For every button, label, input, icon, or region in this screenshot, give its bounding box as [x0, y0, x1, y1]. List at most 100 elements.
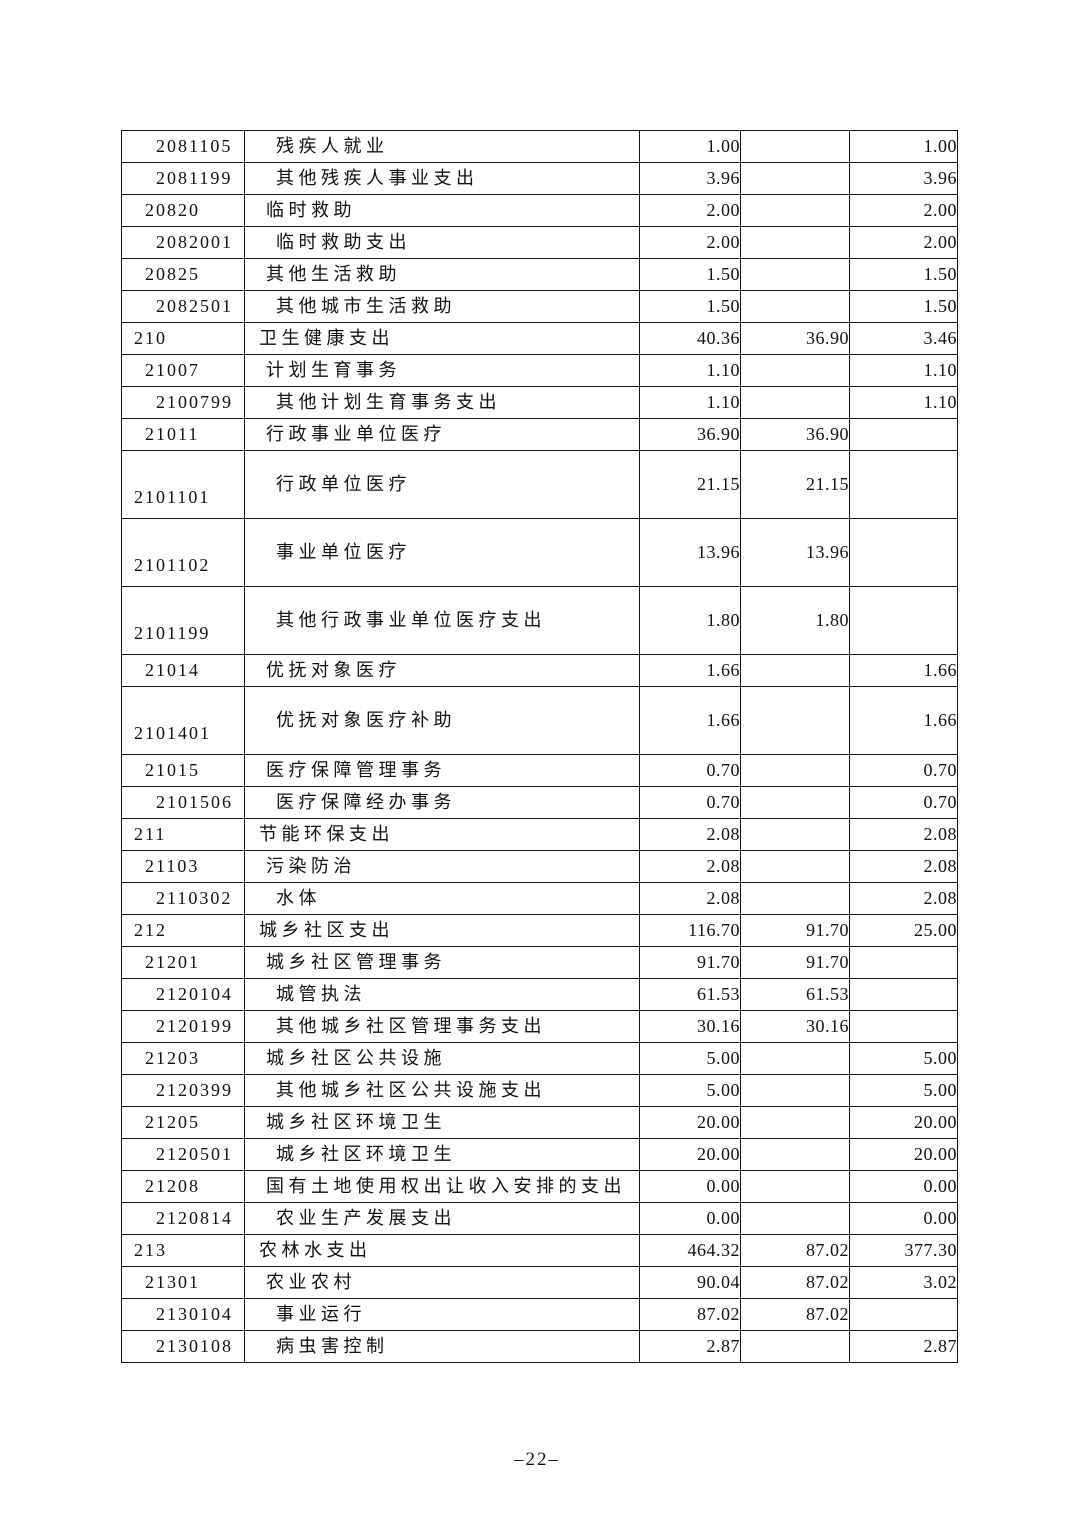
value-cell-3: 1.10 — [849, 386, 958, 419]
value-cell-3: 377.30 — [849, 1234, 958, 1267]
table-row: 21208 国有土地使用权出让收入安排的支出 0.00 0.00 — [121, 1170, 958, 1203]
value-cell-1: 0.70 — [639, 786, 741, 819]
table-row: 2101102 事业单位医疗 13.96 13.96 — [121, 518, 958, 587]
code-cell: 21203 — [121, 1042, 245, 1075]
value-cell-3: 20.00 — [849, 1106, 958, 1139]
value-cell-1: 1.10 — [639, 354, 741, 387]
code-cell: 20820 — [121, 194, 245, 227]
value-cell-3: 1.00 — [849, 130, 958, 163]
code-cell: 210 — [121, 322, 245, 355]
code-cell: 2101101 — [121, 450, 245, 519]
value-cell-3: 1.10 — [849, 354, 958, 387]
value-cell-1: 1.50 — [639, 258, 741, 291]
code-cell: 2120501 — [121, 1138, 245, 1171]
value-cell-1: 61.53 — [639, 978, 741, 1011]
value-cell-1: 1.00 — [639, 130, 741, 163]
page-number: –22– — [514, 1449, 560, 1470]
value-cell-1: 20.00 — [639, 1138, 741, 1171]
code-cell: 2101102 — [121, 518, 245, 587]
code-cell: 2082501 — [121, 290, 245, 323]
table-row: 2081199 其他残疾人事业支出 3.96 3.96 — [121, 162, 958, 195]
table-row: 210 卫生健康支出 40.36 36.90 3.46 — [121, 322, 958, 355]
value-cell-2 — [740, 818, 850, 851]
name-cell: 事业运行 — [244, 1298, 640, 1331]
value-cell-2 — [740, 258, 850, 291]
value-cell-3: 2.08 — [849, 850, 958, 883]
name-cell: 其他城乡社区公共设施支出 — [244, 1074, 640, 1107]
table-row: 21007 计划生育事务 1.10 1.10 — [121, 354, 958, 387]
value-cell-3 — [849, 586, 958, 655]
name-cell: 残疾人就业 — [244, 130, 640, 163]
value-cell-1: 30.16 — [639, 1010, 741, 1043]
value-cell-3 — [849, 978, 958, 1011]
value-cell-2 — [740, 386, 850, 419]
code-cell: 21208 — [121, 1170, 245, 1203]
code-cell: 211 — [121, 818, 245, 851]
value-cell-1: 1.10 — [639, 386, 741, 419]
table-row: 21301 农业农村 90.04 87.02 3.02 — [121, 1266, 958, 1299]
value-cell-1: 2.08 — [639, 850, 741, 883]
value-cell-1: 1.66 — [639, 654, 741, 687]
table-row: 2120814 农业生产发展支出 0.00 0.00 — [121, 1202, 958, 1235]
value-cell-1: 1.80 — [639, 586, 741, 655]
value-cell-3: 0.00 — [849, 1202, 958, 1235]
value-cell-2 — [740, 1042, 850, 1075]
table-row: 2081105 残疾人就业 1.00 1.00 — [121, 130, 958, 163]
table-row: 212 城乡社区支出 116.70 91.70 25.00 — [121, 914, 958, 947]
value-cell-1: 464.32 — [639, 1234, 741, 1267]
name-cell: 节能环保支出 — [244, 818, 640, 851]
value-cell-3: 5.00 — [849, 1042, 958, 1075]
value-cell-2: 13.96 — [740, 518, 850, 587]
value-cell-2 — [740, 1170, 850, 1203]
name-cell: 医疗保障经办事务 — [244, 786, 640, 819]
table-row: 2101199 其他行政事业单位医疗支出 1.80 1.80 — [121, 586, 958, 655]
name-cell: 其他行政事业单位医疗支出 — [244, 586, 640, 655]
code-cell: 213 — [121, 1234, 245, 1267]
table-row: 213 农林水支出 464.32 87.02 377.30 — [121, 1234, 958, 1267]
value-cell-2: 30.16 — [740, 1010, 850, 1043]
value-cell-1: 5.00 — [639, 1074, 741, 1107]
code-cell: 21201 — [121, 946, 245, 979]
name-cell: 水体 — [244, 882, 640, 915]
code-cell: 20825 — [121, 258, 245, 291]
name-cell: 农业农村 — [244, 1266, 640, 1299]
code-cell: 2120104 — [121, 978, 245, 1011]
value-cell-1: 36.90 — [639, 418, 741, 451]
name-cell: 城乡社区环境卫生 — [244, 1138, 640, 1171]
value-cell-1: 90.04 — [639, 1266, 741, 1299]
code-cell: 2130108 — [121, 1330, 245, 1363]
name-cell: 计划生育事务 — [244, 354, 640, 387]
code-cell: 2120399 — [121, 1074, 245, 1107]
value-cell-2 — [740, 1138, 850, 1171]
name-cell: 农林水支出 — [244, 1234, 640, 1267]
value-cell-1: 116.70 — [639, 914, 741, 947]
value-cell-2 — [740, 1202, 850, 1235]
table-row: 2082501 其他城市生活救助 1.50 1.50 — [121, 290, 958, 323]
name-cell: 其他生活救助 — [244, 258, 640, 291]
value-cell-3: 0.70 — [849, 754, 958, 787]
value-cell-2 — [740, 882, 850, 915]
value-cell-1: 0.00 — [639, 1170, 741, 1203]
value-cell-3: 0.00 — [849, 1170, 958, 1203]
value-cell-2 — [740, 686, 850, 755]
name-cell: 城乡社区管理事务 — [244, 946, 640, 979]
value-cell-3 — [849, 518, 958, 587]
value-cell-1: 5.00 — [639, 1042, 741, 1075]
value-cell-3 — [849, 418, 958, 451]
value-cell-1: 2.00 — [639, 194, 741, 227]
value-cell-1: 87.02 — [639, 1298, 741, 1331]
value-cell-3 — [849, 1010, 958, 1043]
table-row: 21015 医疗保障管理事务 0.70 0.70 — [121, 754, 958, 787]
value-cell-2: 36.90 — [740, 322, 850, 355]
value-cell-3: 2.00 — [849, 194, 958, 227]
value-cell-3: 25.00 — [849, 914, 958, 947]
name-cell: 污染防治 — [244, 850, 640, 883]
table-row: 2130104 事业运行 87.02 87.02 — [121, 1298, 958, 1331]
table-row: 21014 优抚对象医疗 1.66 1.66 — [121, 654, 958, 687]
code-cell: 2130104 — [121, 1298, 245, 1331]
value-cell-2: 91.70 — [740, 946, 850, 979]
table-row: 2120199 其他城乡社区管理事务支出 30.16 30.16 — [121, 1010, 958, 1043]
code-cell: 21011 — [121, 418, 245, 451]
value-cell-3 — [849, 450, 958, 519]
